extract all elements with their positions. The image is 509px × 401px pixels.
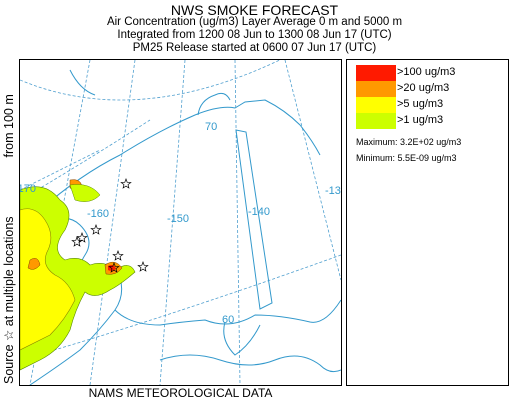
legend-swatch [356,65,396,81]
map-panel: -170 -160 -150 -140 -130 70 60 [19,59,342,386]
smoke-plume [20,179,136,371]
source-star-icon [76,231,88,243]
source-markers [71,177,149,273]
maximum-value: Maximum: 3.2E+02 ug/m3 [356,137,462,147]
longitude-line-160 [89,60,136,385]
source-label-suffix: from 100 m [2,94,16,158]
lon-label-170: -170 [20,183,36,195]
source-star-icon [90,223,102,235]
chart-title: NWS SMOKE FORECAST [170,2,339,18]
map-canvas: -170 -160 -150 -140 -130 70 60 [20,60,341,385]
minimum-value: Minimum: 5.5E-09 ug/m3 [356,153,457,163]
source-star-icon [108,261,120,273]
peninsula-coast [29,309,116,385]
longitude-line-150 [159,60,186,385]
lon-label-150: -150 [167,213,189,225]
integration-period: Integrated from 1200 08 Jun to 1300 08 J… [117,29,392,41]
arctic-coast [39,99,321,211]
legend-panel: >100 ug/m3 >20 ug/m3 >5 ug/m3 >1 ug/m3 M… [346,59,509,386]
source-star-icon [120,177,132,189]
lat-label-60: 60 [222,314,234,326]
legend-label: >100 ug/m3 [397,66,456,78]
graticule-labels: -170 -160 -150 -140 -130 70 60 [20,121,341,326]
source-star-icon [112,249,124,261]
legend-swatch [356,97,396,113]
concentration-subtitle: Air Concentration (ug/m3) Layer Average … [106,16,403,28]
longitude-line-130 [284,60,341,281]
cook-inlet [223,321,261,356]
gulf-coast [159,354,341,373]
lon-label-160: -160 [87,208,109,220]
longitude-line-140 [234,60,241,385]
lon-label-130: -130 [325,185,341,197]
latitude-line-60 [20,254,341,361]
source-star-icon [137,260,149,272]
data-source-footer: NAMS METEOROLOGICAL DATA [88,386,273,400]
source-star-icon [71,235,83,247]
legend-swatch [356,113,396,129]
lat-label-70: 70 [205,121,217,133]
legend-label: >1 ug/m3 [397,114,444,126]
source-location-label: Source ☆ at multiple locations from 100 … [1,54,17,384]
latitude-line-65 [20,149,101,191]
latitude-line-70 [20,60,281,101]
lon-label-140: -140 [248,206,270,218]
barrow-coast [197,92,231,116]
release-start: PM25 Release started at 0600 07 Jun 17 (… [132,42,377,54]
chukotka-coast [69,69,96,96]
yukon-border [235,129,273,310]
legend-label: >20 ug/m3 [397,82,450,94]
legend-label: >5 ug/m3 [397,98,444,110]
plume-over-1-north [69,184,101,202]
source-label-prefix: Source ☆ at multiple locations [2,216,16,384]
plume-over-20-c [27,258,41,270]
plume-over-5 [20,208,76,351]
legend-swatch [356,81,396,97]
